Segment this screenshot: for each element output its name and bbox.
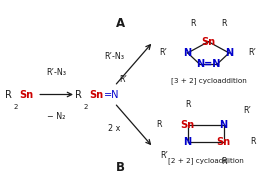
- Text: N: N: [225, 48, 233, 58]
- Text: R’: R’: [249, 48, 256, 57]
- Text: Sn: Sn: [181, 120, 195, 130]
- Text: [3 + 2] cycloaddition: [3 + 2] cycloaddition: [171, 77, 246, 84]
- Text: Sn: Sn: [201, 37, 216, 47]
- Text: 2: 2: [84, 104, 88, 110]
- Text: Sn: Sn: [89, 90, 104, 99]
- Text: 2: 2: [14, 104, 18, 110]
- Text: Sn: Sn: [19, 90, 33, 99]
- Text: R: R: [156, 120, 161, 129]
- Text: R: R: [190, 19, 196, 28]
- Text: B: B: [116, 161, 124, 174]
- Text: R: R: [185, 101, 190, 109]
- Text: N=N: N=N: [196, 59, 221, 69]
- Text: R: R: [221, 19, 226, 28]
- Text: R: R: [221, 157, 226, 166]
- Text: R: R: [5, 90, 12, 99]
- Text: =N: =N: [104, 90, 119, 99]
- Text: Sn: Sn: [216, 137, 231, 147]
- Text: R: R: [250, 137, 255, 146]
- Text: R’: R’: [243, 106, 251, 115]
- Text: R’-N₃: R’-N₃: [105, 52, 124, 61]
- Text: R’: R’: [159, 48, 167, 57]
- Text: N: N: [219, 120, 228, 130]
- Text: 2 x: 2 x: [108, 124, 121, 133]
- Text: A: A: [115, 17, 125, 30]
- Text: N: N: [184, 48, 192, 58]
- Text: − N₂: − N₂: [47, 112, 66, 121]
- Text: R’-N₃: R’-N₃: [47, 68, 67, 77]
- Text: [2 + 2] cycloaddition: [2 + 2] cycloaddition: [168, 157, 243, 163]
- Text: R: R: [75, 90, 82, 99]
- Text: R’: R’: [160, 151, 168, 160]
- Text: R’: R’: [119, 75, 127, 84]
- Text: N: N: [184, 137, 192, 147]
